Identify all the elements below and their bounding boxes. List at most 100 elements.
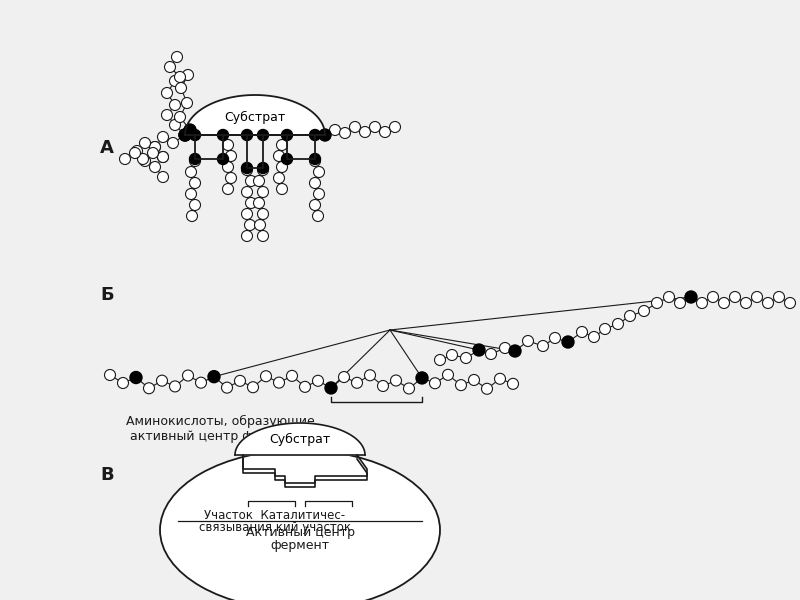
- Circle shape: [310, 155, 321, 166]
- Circle shape: [258, 208, 269, 220]
- Circle shape: [282, 154, 293, 164]
- Circle shape: [277, 161, 287, 173]
- Circle shape: [741, 298, 751, 308]
- Text: Активный центр: Активный центр: [246, 526, 354, 539]
- Circle shape: [390, 375, 402, 386]
- Circle shape: [179, 129, 191, 141]
- Circle shape: [313, 376, 323, 386]
- Circle shape: [258, 230, 269, 241]
- Circle shape: [286, 370, 298, 382]
- Circle shape: [208, 371, 220, 383]
- Text: В: В: [100, 466, 114, 484]
- Circle shape: [175, 82, 186, 94]
- Circle shape: [430, 378, 441, 389]
- Circle shape: [550, 332, 561, 343]
- Circle shape: [170, 381, 181, 392]
- Circle shape: [774, 292, 785, 302]
- Circle shape: [182, 97, 193, 109]
- Circle shape: [674, 298, 686, 308]
- Circle shape: [218, 130, 229, 140]
- Circle shape: [218, 154, 229, 164]
- Circle shape: [246, 175, 257, 187]
- Circle shape: [330, 124, 341, 136]
- Circle shape: [319, 129, 331, 141]
- Text: А: А: [100, 139, 114, 157]
- Circle shape: [158, 151, 169, 163]
- Circle shape: [313, 211, 323, 221]
- Circle shape: [707, 292, 718, 302]
- Circle shape: [158, 131, 169, 142]
- Circle shape: [258, 164, 269, 175]
- Circle shape: [359, 127, 370, 137]
- Circle shape: [625, 311, 635, 322]
- Circle shape: [663, 292, 674, 302]
- Circle shape: [242, 163, 253, 173]
- Circle shape: [509, 345, 521, 357]
- Circle shape: [170, 100, 181, 110]
- Circle shape: [254, 220, 266, 230]
- Circle shape: [130, 148, 141, 158]
- Circle shape: [118, 377, 129, 389]
- Circle shape: [184, 124, 196, 136]
- Circle shape: [246, 197, 257, 208]
- Circle shape: [258, 130, 269, 140]
- Circle shape: [339, 127, 350, 139]
- Circle shape: [222, 161, 234, 173]
- Circle shape: [158, 151, 169, 163]
- Text: Субстрат: Субстрат: [224, 110, 286, 124]
- Circle shape: [157, 375, 167, 386]
- Circle shape: [538, 340, 549, 352]
- Circle shape: [242, 187, 253, 197]
- Circle shape: [167, 137, 178, 148]
- Circle shape: [274, 173, 285, 184]
- Circle shape: [599, 323, 610, 335]
- Circle shape: [350, 121, 361, 133]
- Circle shape: [171, 52, 182, 62]
- Circle shape: [282, 130, 293, 140]
- Circle shape: [482, 383, 493, 394]
- Circle shape: [685, 291, 697, 303]
- Text: связывания кий участок: связывания кий участок: [199, 521, 351, 534]
- Circle shape: [473, 344, 485, 356]
- Circle shape: [195, 377, 206, 388]
- Circle shape: [254, 197, 265, 208]
- Circle shape: [143, 383, 154, 394]
- Circle shape: [105, 370, 115, 380]
- Text: Субстрат: Субстрат: [270, 433, 330, 446]
- Circle shape: [390, 121, 401, 133]
- Circle shape: [577, 326, 587, 337]
- Circle shape: [651, 298, 662, 308]
- Circle shape: [314, 166, 325, 178]
- Circle shape: [434, 355, 446, 365]
- Circle shape: [190, 155, 201, 166]
- Circle shape: [131, 145, 142, 157]
- Circle shape: [589, 331, 599, 343]
- Circle shape: [613, 319, 623, 329]
- Circle shape: [310, 199, 321, 211]
- Circle shape: [247, 382, 258, 393]
- Circle shape: [179, 130, 190, 140]
- Circle shape: [174, 112, 186, 122]
- Circle shape: [277, 184, 287, 194]
- Circle shape: [182, 70, 194, 80]
- Circle shape: [370, 121, 381, 133]
- Circle shape: [494, 373, 506, 385]
- Circle shape: [718, 298, 730, 308]
- Circle shape: [274, 377, 285, 388]
- Circle shape: [325, 382, 337, 394]
- Circle shape: [170, 76, 181, 86]
- Circle shape: [174, 71, 186, 82]
- Circle shape: [338, 371, 350, 383]
- Circle shape: [762, 298, 774, 308]
- Circle shape: [186, 188, 197, 199]
- Circle shape: [351, 377, 362, 388]
- Circle shape: [299, 382, 310, 392]
- Circle shape: [310, 154, 321, 164]
- Circle shape: [416, 372, 428, 384]
- Text: фермент: фермент: [270, 539, 330, 552]
- Circle shape: [190, 199, 201, 211]
- Circle shape: [378, 380, 389, 391]
- Circle shape: [258, 163, 269, 173]
- Circle shape: [139, 155, 150, 166]
- Ellipse shape: [160, 450, 440, 600]
